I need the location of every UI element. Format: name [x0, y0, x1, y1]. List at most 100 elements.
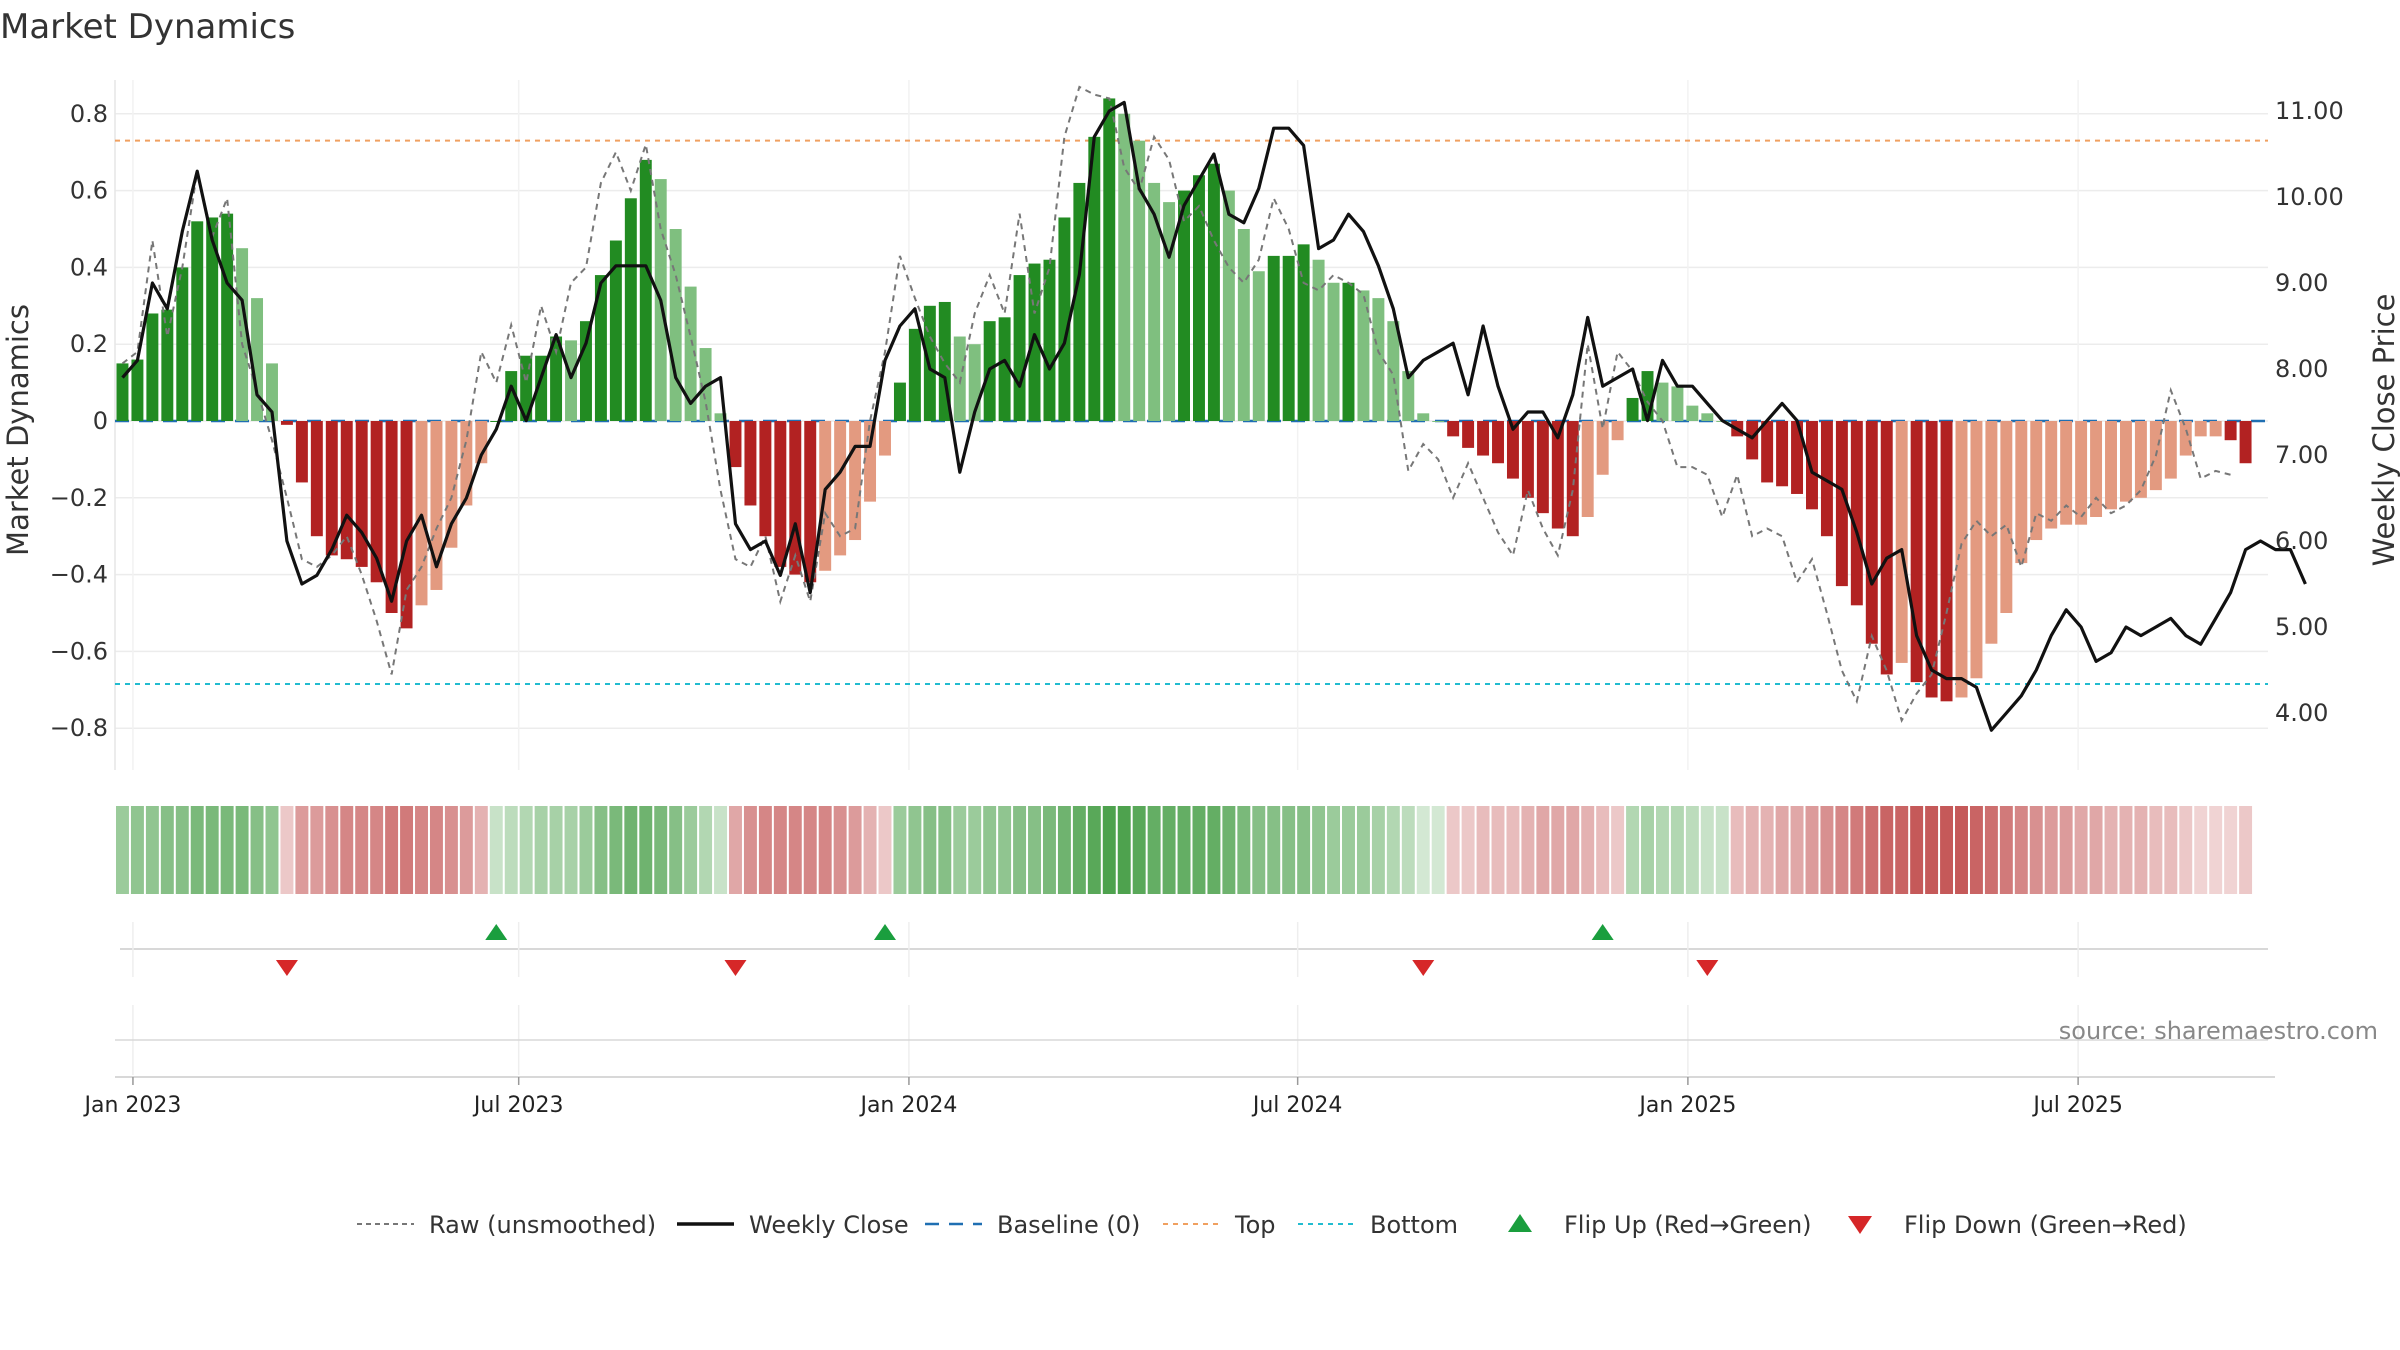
regime-cell [1700, 806, 1714, 894]
dynamics-bar [490, 421, 503, 422]
dynamics-bar [2090, 421, 2103, 517]
regime-cell [743, 806, 757, 894]
regime-cell [878, 806, 892, 894]
right-tick-label: 6.00 [2275, 527, 2328, 555]
dynamics-bar [1447, 421, 1460, 437]
dynamics-bar [2164, 421, 2177, 479]
left-tick-label: 0.6 [70, 177, 108, 205]
regime-cell [1297, 806, 1311, 894]
regime-cell [1013, 806, 1027, 894]
regime-cell [1446, 806, 1460, 894]
dynamics-bar [714, 413, 727, 421]
dynamics-bar [161, 309, 174, 421]
regime-cell [325, 806, 339, 894]
dynamics-bar [1925, 421, 1938, 698]
source-note: source: sharemaestro.com [2059, 1017, 2378, 1045]
dynamics-bar [879, 421, 891, 456]
dynamics-bar [131, 359, 144, 421]
dynamics-bar [2194, 421, 2207, 437]
dynamics-bar [370, 421, 383, 583]
regime-cell [1611, 806, 1625, 894]
dynamics-bar [2060, 421, 2073, 525]
regime-cell [355, 806, 369, 894]
dynamics-bar [908, 328, 921, 421]
regime-cell [1327, 806, 1341, 894]
dynamics-bar [1850, 421, 1863, 606]
dynamics-bar [624, 198, 637, 421]
dynamics-bar [2000, 421, 2013, 613]
dynamics-bar [1551, 421, 1564, 529]
regime-cell [265, 806, 279, 894]
regime-cell [280, 806, 294, 894]
dynamics-bar [2105, 421, 2117, 510]
dynamics-bar [176, 267, 189, 421]
regime-cell [1880, 806, 1894, 894]
flip-down-marker [275, 960, 298, 976]
regime-cell [2134, 806, 2148, 894]
dynamics-bar [1895, 421, 1908, 663]
regime-strip [116, 806, 2253, 894]
regime-cell [2104, 806, 2118, 894]
legend-label: Weekly Close [749, 1211, 909, 1239]
dynamics-bar [1955, 421, 1968, 698]
regime-cell [1267, 806, 1281, 894]
dynamics-bar [2015, 421, 2028, 564]
legend-label: Bottom [1370, 1211, 1458, 1239]
x-axis-ticks: Jan 2023 Jul 2023 Jan 2024 Jul 2024 Jan 2025… [82, 1077, 2123, 1118]
dynamics-bar [1103, 98, 1116, 421]
regime-cell [235, 806, 249, 894]
left-tick-label: −0.6 [50, 637, 108, 665]
x-tick-label: Jul 2024 [1251, 1093, 1343, 1118]
regime-cell [1371, 806, 1385, 894]
regime-cell [1581, 806, 1595, 894]
dynamics-bar [295, 421, 308, 483]
regime-cell [938, 806, 952, 894]
regime-cell [863, 806, 877, 894]
dynamics-bar [1417, 413, 1430, 421]
dynamics-bar [520, 355, 533, 421]
dynamics-bar [1581, 421, 1594, 517]
dynamics-bar [1462, 421, 1475, 448]
dynamics-bar [1865, 421, 1878, 644]
regime-cell [2224, 806, 2238, 894]
x-tick-label: Jul 2025 [2031, 1093, 2123, 1118]
regime-cell [1072, 806, 1086, 894]
regime-cell [1551, 806, 1565, 894]
dynamics-bar [460, 421, 473, 506]
dynamics-bar [310, 421, 323, 537]
left-tick-label: −0.8 [50, 714, 108, 742]
dynamics-bar [385, 421, 398, 613]
regime-cell [340, 806, 354, 894]
dynamics-bar [1372, 298, 1385, 421]
regime-cell [1895, 806, 1909, 894]
dynamics-bar [2030, 421, 2043, 541]
dynamics-bar [475, 421, 488, 464]
regime-cell [1087, 806, 1101, 894]
x-tick-label: Jan 2025 [1637, 1093, 1736, 1118]
regime-cell [2149, 806, 2163, 894]
dynamics-bar [1342, 282, 1355, 421]
dynamics-bar [2209, 421, 2222, 437]
dynamics-bar [1806, 421, 1818, 510]
dynamics-bar [774, 421, 787, 567]
dynamics-bar [864, 421, 877, 502]
dynamics-bar [415, 421, 428, 606]
dynamics-bar [1776, 421, 1789, 487]
dynamics-bar [1432, 421, 1445, 422]
regime-cell [1745, 806, 1759, 894]
regime-cell [130, 806, 144, 894]
left-tick-label: −0.2 [50, 484, 108, 512]
dynamics-bar [1835, 421, 1848, 587]
dynamics-bar [1118, 113, 1131, 422]
dynamics-bar [1312, 259, 1325, 421]
dynamics-bar [2179, 421, 2192, 456]
flip-down-marker [1412, 960, 1435, 976]
dynamics-bar [1193, 175, 1205, 421]
regime-cell [609, 806, 623, 894]
dynamics-bar [834, 421, 847, 556]
regime-cell [220, 806, 234, 894]
regime-cell [205, 806, 219, 894]
flip-up-marker [485, 924, 508, 940]
dynamics-bar [251, 298, 264, 421]
